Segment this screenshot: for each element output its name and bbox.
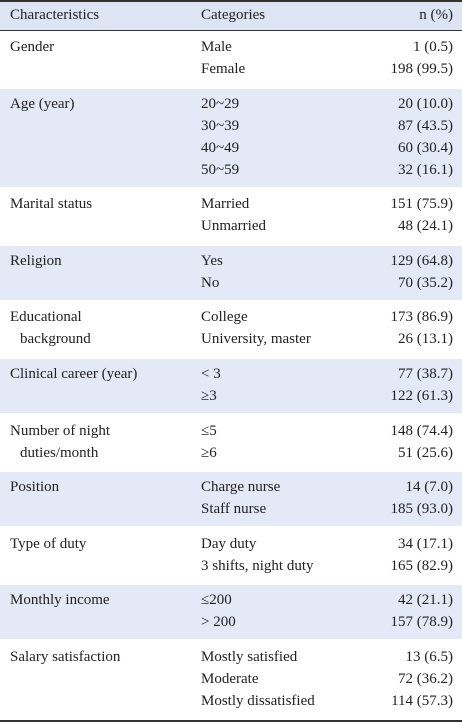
count: 1 (0.5) [413, 39, 453, 55]
category: Yes [201, 252, 223, 269]
count: 60 (30.4) [398, 139, 453, 156]
category: No [201, 274, 220, 291]
category: Moderate [201, 671, 259, 687]
category: Mostly dissatisfied [201, 693, 315, 709]
category: ≤5 [201, 422, 217, 439]
header-cell: Categories [201, 7, 266, 23]
count: 114 (57.3) [391, 693, 453, 709]
category: ≤200 [201, 592, 232, 609]
category: Mostly satisfied [201, 649, 298, 665]
category: Day duty [201, 535, 257, 552]
category: University, master [201, 331, 311, 348]
characteristic: Clinical career (year) [10, 366, 138, 382]
header-cell: n (%) [419, 7, 453, 23]
top-rule [0, 0, 462, 2]
count: 13 (6.5) [405, 649, 454, 665]
count: 48 (24.1) [398, 218, 453, 235]
count: 32 (16.1) [398, 161, 453, 178]
count: 185 (93.0) [390, 501, 454, 518]
row-background [0, 359, 462, 413]
count: 77 (38.7) [398, 366, 453, 382]
characteristic: Gender [10, 39, 55, 55]
count: 42 (21.1) [398, 592, 453, 609]
header-background [0, 1, 462, 30]
count: 51 (25.6) [398, 444, 453, 461]
count: 34 (17.1) [398, 535, 453, 552]
category: Charge nurse [201, 479, 281, 496]
category: ≥6 [201, 444, 217, 461]
bottom-rule [0, 720, 462, 722]
count: 20 (10.0) [398, 95, 453, 112]
characteristic: Type of duty [10, 535, 87, 552]
characteristic: duties/month [20, 444, 99, 461]
category: Unmarried [201, 218, 266, 235]
characteristic: Monthly income [10, 592, 110, 609]
count: 14 (7.0) [405, 479, 454, 496]
row-background [0, 472, 462, 527]
count: 87 (43.5) [398, 117, 453, 134]
header-cell: Characteristics [10, 7, 100, 23]
category: < 3 [201, 366, 221, 382]
count: 173 (86.9) [390, 309, 454, 326]
characteristic: Educational [10, 309, 82, 326]
characteristic: Position [10, 479, 60, 496]
category: ≥3 [201, 388, 217, 404]
count: 72 (36.2) [398, 671, 453, 687]
characteristic: Age (year) [10, 95, 75, 112]
characteristic: Marital status [10, 196, 93, 213]
count: 26 (13.1) [398, 331, 453, 348]
category: Staff nurse [201, 501, 267, 518]
count: 165 (82.9) [390, 557, 454, 574]
category: 20~29 [201, 95, 240, 112]
count: 198 (99.5) [390, 61, 454, 77]
characteristic: Salary satisfaction [10, 649, 121, 665]
header-rule [0, 30, 462, 31]
count: 70 (35.2) [398, 274, 453, 291]
row-background [0, 88, 462, 187]
category: Married [201, 196, 250, 213]
characteristic: background [20, 331, 91, 348]
count: 122 (61.3) [390, 388, 454, 404]
row-background [0, 245, 462, 300]
category: College [201, 309, 248, 326]
category: 40~49 [201, 139, 240, 156]
count: 129 (64.8) [390, 252, 454, 269]
category: 50~59 [201, 161, 240, 178]
category: 3 shifts, night duty [201, 557, 314, 574]
category: Male [201, 39, 232, 55]
count: 148 (74.4) [390, 422, 454, 439]
category: > 200 [201, 614, 236, 631]
count: 157 (78.9) [390, 614, 454, 631]
category: 30~39 [201, 117, 240, 134]
characteristic: Number of night [10, 422, 110, 439]
count: 151 (75.9) [390, 196, 454, 213]
row-background [0, 585, 462, 640]
category: Female [201, 61, 246, 77]
characteristic: Religion [10, 252, 62, 269]
